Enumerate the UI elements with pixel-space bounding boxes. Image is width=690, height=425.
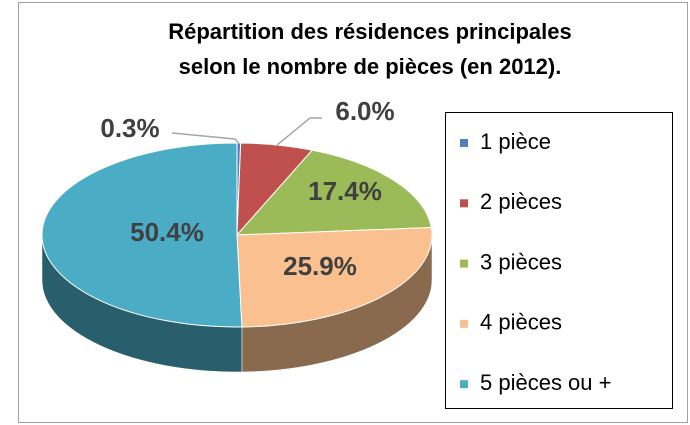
data-label: 0.3% [100,113,159,143]
data-label: 50.4% [130,217,204,247]
chart-title: selon le nombre de pièces (en 2012). [179,54,562,79]
legend-marker [460,259,468,268]
data-label: 17.4% [308,176,382,206]
legend-label: 4 pièces [480,310,562,335]
legend-label: 3 pièces [480,249,562,274]
leader-line [171,132,240,144]
legend-label: 5 pièces ou + [480,370,611,395]
legend-label: 2 pièces [480,189,562,214]
slice [235,149,432,236]
data-label: 6.0% [335,96,394,126]
legend-label: 1 pièce [480,129,551,154]
slice [41,142,243,328]
slice [236,226,433,328]
leader-line [276,117,322,146]
legend-box [445,112,673,409]
chart-title: Répartition des résidences principales [168,19,571,44]
legend-marker [460,139,468,147]
legend-marker [460,380,468,389]
data-label: 25.9% [283,251,357,281]
legend-marker [460,319,468,328]
legend-marker [460,199,468,208]
